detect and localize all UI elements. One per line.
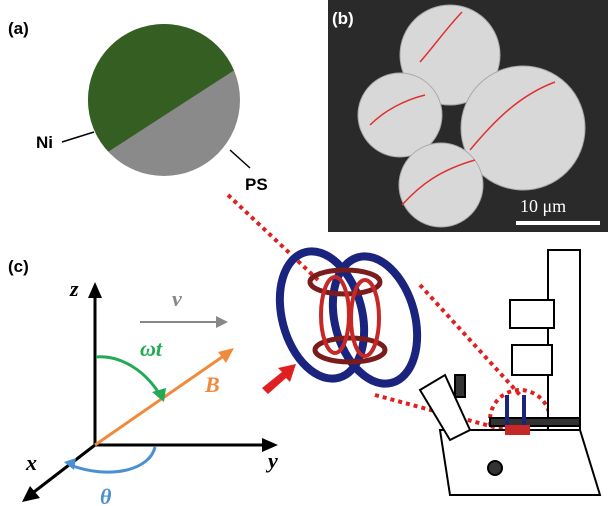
b-vector — [95, 355, 225, 445]
janus-particle — [80, 20, 250, 180]
theta-arc — [70, 447, 155, 472]
x-label: x — [25, 450, 37, 475]
y-label: y — [265, 448, 278, 473]
ni-label: Ni — [36, 133, 53, 152]
panel-label: (b) — [332, 9, 354, 28]
leader — [62, 132, 94, 142]
leader — [230, 150, 250, 168]
v-label: v — [172, 286, 182, 311]
omega-label: ωt — [140, 336, 163, 361]
theta-label: θ — [100, 484, 112, 506]
b-label: B — [204, 372, 220, 397]
panel-label: (a) — [8, 19, 29, 38]
figure: (a) Ni PS (b) 10 μm (c) z y x v B ωt — [0, 0, 608, 506]
ps-label: PS — [245, 175, 268, 194]
panel-label: (c) — [8, 257, 29, 276]
z-label: z — [69, 276, 79, 301]
scale-label: 10 μm — [520, 196, 566, 216]
connectors — [228, 195, 550, 450]
omega-arc — [96, 357, 160, 395]
red-arrow — [262, 364, 296, 394]
microscope — [420, 250, 600, 495]
scale-bar — [516, 221, 600, 225]
